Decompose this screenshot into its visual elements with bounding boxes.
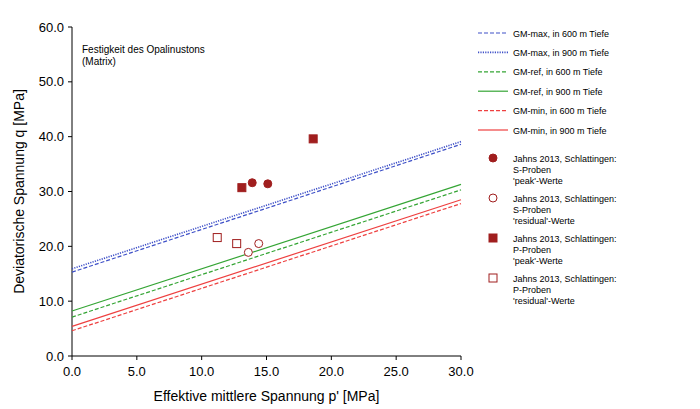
legend-label: GM-max, in 900 m Tiefe: [513, 48, 609, 58]
legend-swatch: [478, 129, 508, 130]
text-line: GM-ref, in 900 m Tiefe: [513, 87, 603, 97]
legend: GM-max, in 600 m Tiefe GM-max, in 900 m T…: [478, 29, 617, 306]
y-tick: [68, 301, 72, 302]
data-point: [233, 240, 241, 248]
y-tick: [68, 136, 72, 137]
legend-label: GM-ref, in 900 m Tiefe: [513, 87, 603, 97]
legend-swatch: [489, 194, 497, 202]
data-point: [244, 248, 252, 256]
x-tick-label: 20.0: [319, 364, 344, 379]
x-tick-label: 5.0: [128, 364, 146, 379]
legend-label: GM-ref, in 600 m Tiefe: [513, 67, 603, 77]
y-tick: [68, 246, 72, 247]
data-point: [309, 135, 317, 143]
y-tick-label: 50.0: [39, 74, 64, 89]
x-tick: [72, 356, 73, 360]
legend-label: GM-min, in 900 m Tiefe: [513, 126, 607, 136]
text-line: P-Proben: [513, 285, 551, 295]
text-line: Jahns 2013, Schlattingen:: [513, 194, 617, 204]
x-tick-label: 25.0: [384, 364, 409, 379]
y-tick: [68, 191, 72, 192]
text-line: 'peak'-Werte: [513, 256, 563, 266]
chart-title: Festigkeit des Opalinustons(Matrix): [82, 44, 205, 67]
legend-swatch: [478, 110, 508, 111]
x-tick: [266, 356, 267, 360]
y-tick-label: 40.0: [39, 129, 64, 144]
y-tick-label: 20.0: [39, 239, 64, 254]
data-point: [213, 234, 221, 242]
text-line: S-Proben: [513, 205, 551, 215]
data-point: [255, 240, 263, 248]
x-tick: [201, 356, 202, 360]
y-tick-label: 30.0: [39, 184, 64, 199]
x-tick-label: 10.0: [189, 364, 214, 379]
legend-swatch: [478, 91, 508, 92]
text-line: 'residual'-Werte: [513, 296, 575, 306]
legend-swatch: [478, 71, 508, 72]
legend-label: GM-max, in 600 m Tiefe: [513, 29, 609, 39]
x-tick-label: 15.0: [254, 364, 279, 379]
text-line: S-Proben: [513, 165, 551, 175]
series-line: [72, 184, 461, 311]
text-line: Jahns 2013, Schlattingen:: [513, 154, 617, 164]
data-point: [238, 184, 246, 192]
x-tick-label: 30.0: [448, 364, 473, 379]
y-tick: [68, 27, 72, 28]
legend-swatch: [489, 234, 497, 242]
x-tick: [331, 356, 332, 360]
y-tick-label: 10.0: [39, 294, 64, 309]
legend-label: Jahns 2013, Schlattingen:S-Proben'residu…: [513, 194, 617, 226]
legend-swatch: [489, 274, 497, 282]
y-tick: [68, 81, 72, 82]
x-tick: [461, 356, 462, 360]
series-line: [72, 190, 461, 317]
text-line: P-Proben: [513, 245, 551, 255]
plot-data: [72, 135, 461, 331]
x-tick: [136, 356, 137, 360]
text-line: 'residual'-Werte: [513, 216, 575, 226]
text-line: Jahns 2013, Schlattingen:: [513, 234, 617, 244]
text-line: Jahns 2013, Schlattingen:: [513, 274, 617, 284]
text-line: GM-min, in 600 m Tiefe: [513, 106, 607, 116]
y-tick: [68, 356, 72, 357]
legend-label: Jahns 2013, Schlattingen:P-Proben'peak'-…: [513, 234, 617, 266]
data-point: [264, 180, 272, 188]
data-point: [248, 179, 256, 187]
text-line: GM-max, in 600 m Tiefe: [513, 29, 609, 39]
legend-swatch: [489, 154, 497, 162]
series-line: [72, 200, 461, 327]
text-line: (Matrix): [82, 56, 116, 67]
legend-swatch: [478, 32, 508, 33]
x-axis-label: Effektive mittlere Spannung p' [MPa]: [154, 388, 380, 404]
legend-swatch: [478, 52, 508, 54]
text-line: Festigkeit des Opalinustons: [82, 44, 205, 55]
text-line: GM-ref, in 600 m Tiefe: [513, 67, 603, 77]
series-line: [72, 204, 461, 331]
legend-label: Jahns 2013, Schlattingen:S-Proben'peak'-…: [513, 154, 617, 186]
text-line: GM-max, in 900 m Tiefe: [513, 48, 609, 58]
series-line: [72, 142, 461, 269]
y-tick-label: 0.0: [46, 349, 64, 364]
legend-label: GM-min, in 600 m Tiefe: [513, 106, 607, 116]
x-tick: [396, 356, 397, 360]
text-line: GM-min, in 900 m Tiefe: [513, 126, 607, 136]
chart: 0.0 5.0 10.0 15.0 20.0 25.0 30.0 0.0 10.0 20.0 30.…: [0, 0, 700, 409]
y-tick-label: 60.0: [39, 20, 64, 35]
x-tick-label: 0.0: [63, 364, 81, 379]
legend-label: Jahns 2013, Schlattingen:P-Proben'residu…: [513, 274, 617, 306]
y-axis-label: Deviatorische Spannung q [MPa]: [11, 89, 27, 294]
text-line: 'peak'-Werte: [513, 176, 563, 186]
